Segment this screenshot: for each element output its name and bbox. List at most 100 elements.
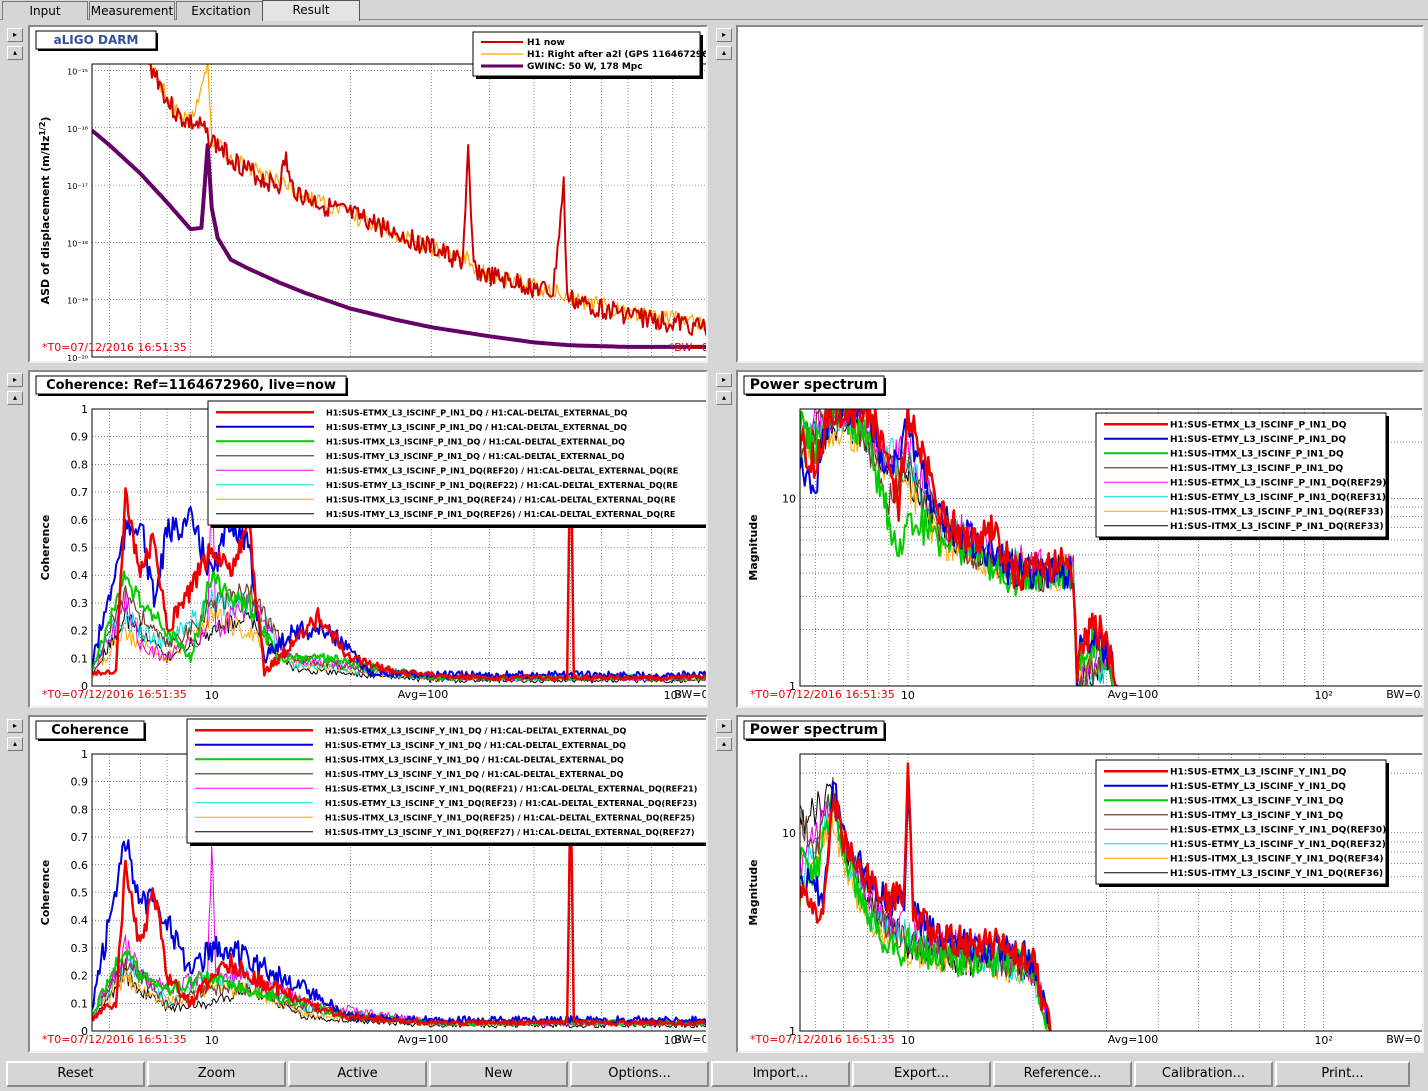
legend-label: H1:SUS-ETMX_L3_ISCINF_P_IN1_DQ / H1:CAL-…	[326, 408, 628, 417]
pad4-expand-button[interactable]: ▸	[716, 373, 732, 387]
plot-frame	[799, 753, 1422, 1032]
y-tick-label: 10⁻¹⁸	[67, 239, 88, 248]
legend-label: H1:SUS-ETMY_L3_ISCINF_Y_IN1_DQ(REF32)	[1170, 840, 1386, 850]
y-axis-label: ASD of displacement (m/Hz1/2)	[38, 117, 52, 305]
y-tick-label: 1	[81, 748, 88, 761]
legend-label: H1:SUS-ETMX_L3_ISCINF_P_IN1_DQ(REF29)	[1170, 478, 1386, 488]
pad1-collapse-button[interactable]: ▴	[7, 46, 23, 60]
pad2-collapse-button[interactable]: ▴	[716, 46, 732, 60]
pad3-collapse-button[interactable]: ▴	[7, 391, 23, 405]
footer-bw: BW=0.187499	[1386, 1033, 1422, 1046]
footer-t0: *T0=07/12/2016 16:51:35	[42, 341, 187, 354]
footer-t0: *T0=07/12/2016 16:51:35	[750, 688, 895, 701]
reset-button[interactable]: Reset	[6, 1061, 145, 1087]
title-box	[743, 375, 885, 395]
plot-frame	[799, 408, 1422, 687]
y-tick-label: 10⁻¹⁵	[67, 68, 88, 77]
empty-plot-pane[interactable]	[736, 25, 1424, 363]
y-tick-label: 10⁻¹⁹	[67, 297, 88, 306]
legend-label: H1:SUS-ETMX_L3_ISCINF_Y_IN1_DQ(REF21) / …	[325, 784, 697, 793]
button-bar: Reset Zoom Active New Options... Import.…	[0, 1060, 1428, 1091]
reference-button[interactable]: Reference...	[993, 1061, 1132, 1087]
zoom-button[interactable]: Zoom	[147, 1061, 286, 1087]
y-tick-label: 0	[81, 680, 88, 693]
legend-label: GWINC: 50 W, 178 Mpc	[527, 62, 643, 72]
title-box	[35, 375, 347, 395]
export-button[interactable]: Export...	[852, 1061, 991, 1087]
legend-label: H1:SUS-ETMY_L3_ISCINF_P_IN1_DQ(REF22) / …	[326, 481, 678, 490]
series-line-1	[148, 64, 706, 331]
y-tick-label: 0.4	[71, 914, 89, 927]
options-button[interactable]: Options...	[570, 1061, 709, 1087]
title-box	[35, 720, 145, 740]
y-tick-label: 1	[81, 403, 88, 416]
x-tick-label: 10	[901, 689, 915, 702]
calibration-button[interactable]: Calibration...	[1134, 1061, 1273, 1087]
legend-label: H1:SUS-ITMX_L3_ISCINF_Y_IN1_DQ / H1:CAL-…	[325, 755, 624, 764]
tab-excitation[interactable]: Excitation	[176, 1, 266, 20]
title-box	[743, 720, 885, 740]
legend-label: H1:SUS-ITMX_L3_ISCINF_Y_IN1_DQ(REF25) / …	[325, 813, 695, 822]
pad3-expand-button[interactable]: ▸	[7, 373, 23, 387]
pad5-collapse-button[interactable]: ▴	[7, 737, 23, 751]
x-tick-label: 10	[205, 689, 219, 702]
y-tick-label: 0.2	[71, 970, 89, 983]
legend-label: H1:SUS-ITMY_L3_ISCINF_P_IN1_DQ	[1170, 464, 1344, 474]
pad6-collapse-button[interactable]: ▴	[716, 737, 732, 751]
darm-plot-pane[interactable]: 1010²10⁻¹⁵10⁻¹⁶10⁻¹⁷10⁻¹⁸10⁻¹⁹10⁻²⁰Frequ…	[28, 25, 708, 363]
x-tick-label: 10	[205, 1034, 219, 1047]
y-tick-label: 10	[782, 827, 796, 840]
y-axis-label-main: Coherence	[39, 860, 52, 926]
pad2-expand-button[interactable]: ▸	[716, 28, 732, 42]
y-tick-label: 0.8	[71, 458, 89, 471]
y-tick-label: 0.1	[71, 652, 89, 665]
footer-bw: BW=0.187499	[674, 688, 706, 701]
y-tick-label: 0.3	[71, 597, 89, 610]
y-tick-label: 10⁻²⁰	[67, 354, 88, 361]
y-tick-label: 0	[81, 1025, 88, 1038]
pad1-expand-button[interactable]: ▸	[7, 28, 23, 42]
y-tick-label: 0.9	[71, 776, 89, 789]
power-spectrum-pitch-pane[interactable]: 10 10² 1 10 Frequency (Hz) Magnitude *T0=07/12…	[736, 370, 1424, 708]
tab-measurement[interactable]: Measurement	[89, 1, 175, 20]
y-tick-label: 0.7	[71, 831, 89, 844]
coherence-pitch-pane[interactable]: 10 10² 0 0.1 0.2 0.3 0.4 0.5 0.6 0.7 0.8 0.9 1 Freque…	[28, 370, 708, 708]
pad4-collapse-button[interactable]: ▴	[716, 391, 732, 405]
tab-input[interactable]: Input	[2, 1, 88, 20]
x-axis-label: Frequency (Hz)	[376, 1049, 470, 1051]
legend-label: H1:SUS-ITMY_L3_ISCINF_Y_IN1_DQ(REF27) / …	[325, 828, 695, 837]
power-spectrum-pitch-chart: 10 10² 1 10 Frequency (Hz) Magnitude *T0=07/12…	[743, 375, 1422, 706]
y-tick-label: 0.4	[71, 569, 89, 582]
legend-label: H1:SUS-ITMX_L3_ISCINF_P_IN1_DQ / H1:CAL-…	[326, 437, 625, 446]
x-tick-label: 10²	[1314, 1034, 1332, 1047]
pad6-expand-button[interactable]: ▸	[716, 719, 732, 733]
x-tick-label: 10²	[664, 360, 682, 361]
print-button[interactable]: Print...	[1275, 1061, 1410, 1087]
power-spectrum-yaw-pane[interactable]: 10 10² 1 10 Frequency (Hz) Magnitude *T0=07/12…	[736, 715, 1424, 1053]
y-tick-label: 0.5	[71, 542, 89, 555]
y-tick-label: 10	[782, 492, 796, 505]
coherence-yaw-pane[interactable]: 10 10² 0 0.1 0.2 0.3 0.4 0.5 0.6 0.7 0.8 0.9 1 Freque…	[28, 715, 708, 1053]
power-spectrum-yaw-chart: 10 10² 1 10 Frequency (Hz) Magnitude *T0=07/12…	[743, 720, 1422, 1051]
x-tick-label: 10²	[664, 689, 682, 702]
y-tick-label: 1	[789, 680, 796, 693]
pad5-expand-button[interactable]: ▸	[7, 719, 23, 733]
legend-box	[207, 400, 706, 526]
chart-title: Coherence	[51, 723, 129, 738]
y-axis-label: Magnitude	[747, 859, 760, 925]
x-axis-label: Frequency (Hz)	[376, 704, 470, 706]
y-axis-label: Coherence	[39, 515, 52, 581]
series-group	[92, 774, 706, 1029]
footer-bw: *BW=0.187499	[669, 341, 706, 354]
new-button[interactable]: New	[429, 1061, 568, 1087]
footer-bw: BW=0.187499	[674, 1033, 706, 1046]
active-button[interactable]: Active	[288, 1061, 427, 1087]
coherence-pitch-chart: 10 10² 0 0.1 0.2 0.3 0.4 0.5 0.6 0.7 0.8 0.9 1 Freque…	[35, 375, 706, 706]
legend-label: H1:SUS-ETMX_L3_ISCINF_Y_IN1_DQ / H1:CAL-…	[325, 726, 627, 735]
legend-box	[1095, 412, 1387, 538]
series-line-0	[800, 409, 1118, 686]
chart-title: Power spectrum	[750, 722, 878, 738]
import-button[interactable]: Import...	[711, 1061, 850, 1087]
legend-label: H1:SUS-ETMY_L3_ISCINF_P_IN1_DQ / H1:CAL-…	[326, 423, 627, 432]
tab-result[interactable]: Result	[262, 0, 360, 21]
